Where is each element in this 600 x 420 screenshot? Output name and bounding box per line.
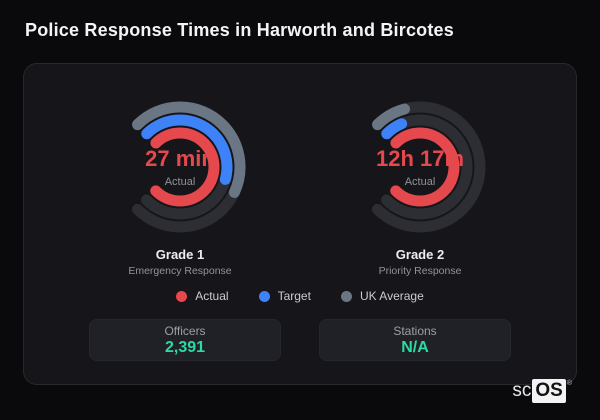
gauge-column-grade-1: 27 min Actual Grade 1 Emergency Response	[60, 92, 300, 277]
gauge-caption-grade-1: Actual	[164, 176, 196, 188]
scos-logo: sc OS ®	[512, 379, 572, 403]
gauge-chart-grade-2: 12h 17m Actual	[345, 92, 495, 242]
gauge-arcs	[354, 101, 486, 233]
ring-arc-uk-average	[354, 101, 486, 233]
gauge-title-grade-2: Grade 2	[395, 247, 445, 262]
chart-legend: Actual Target UK Average	[24, 289, 576, 303]
gauge-subtitle-grade-2: Priority Response	[378, 265, 462, 277]
legend-label-actual: Actual	[195, 289, 229, 303]
stat-value-stations: N/A	[401, 338, 429, 356]
stat-label-stations: Stations	[393, 323, 437, 338]
ring-arc-actual	[140, 127, 220, 207]
legend-item-actual[interactable]: Actual	[176, 289, 229, 303]
legend-label-target: Target	[277, 289, 311, 303]
page-title: Police Response Times in Harworth and Bi…	[25, 20, 454, 40]
gauge-row: 27 min Actual Grade 1 Emergency Response…	[24, 92, 576, 277]
legend-dot-actual-icon	[176, 290, 188, 302]
stat-value-officers: 2,391	[164, 338, 206, 356]
legend-label-uk-average: UK Average	[359, 289, 424, 303]
gauge-arcs	[114, 101, 246, 233]
stat-box-officers: Officers 2,391	[89, 319, 281, 361]
ring-arc-target	[367, 114, 473, 220]
legend-item-target[interactable]: Target	[258, 289, 311, 303]
legend-item-uk-average[interactable]: UK Average	[340, 289, 424, 303]
gauge-caption-grade-2: Actual	[404, 176, 436, 188]
response-times-card: 27 min Actual Grade 1 Emergency Response…	[23, 63, 577, 385]
legend-dot-target-icon	[258, 290, 270, 302]
gauge-subtitle-grade-1: Emergency Response	[128, 265, 232, 277]
legend-dot-uk-average-icon	[340, 290, 352, 302]
ring-arc-actual	[380, 127, 460, 207]
ring-arc-target	[127, 114, 233, 220]
gauge-column-grade-2: 12h 17m Actual Grade 2 Priority Response	[300, 92, 540, 277]
gauge-chart-grade-1: 27 min Actual	[105, 92, 255, 242]
registered-trademark-icon: ®	[566, 380, 572, 387]
stat-box-stations: Stations N/A	[319, 319, 511, 361]
stats-row: Officers 2,391 Stations N/A	[24, 319, 576, 361]
gauge-title-grade-1: Grade 1	[155, 247, 205, 262]
scos-logo-badge: OS	[532, 379, 566, 403]
stat-label-officers: Officers	[164, 323, 206, 338]
ring-arc-uk-average	[114, 101, 246, 233]
scos-logo-prefix: sc	[512, 380, 532, 401]
